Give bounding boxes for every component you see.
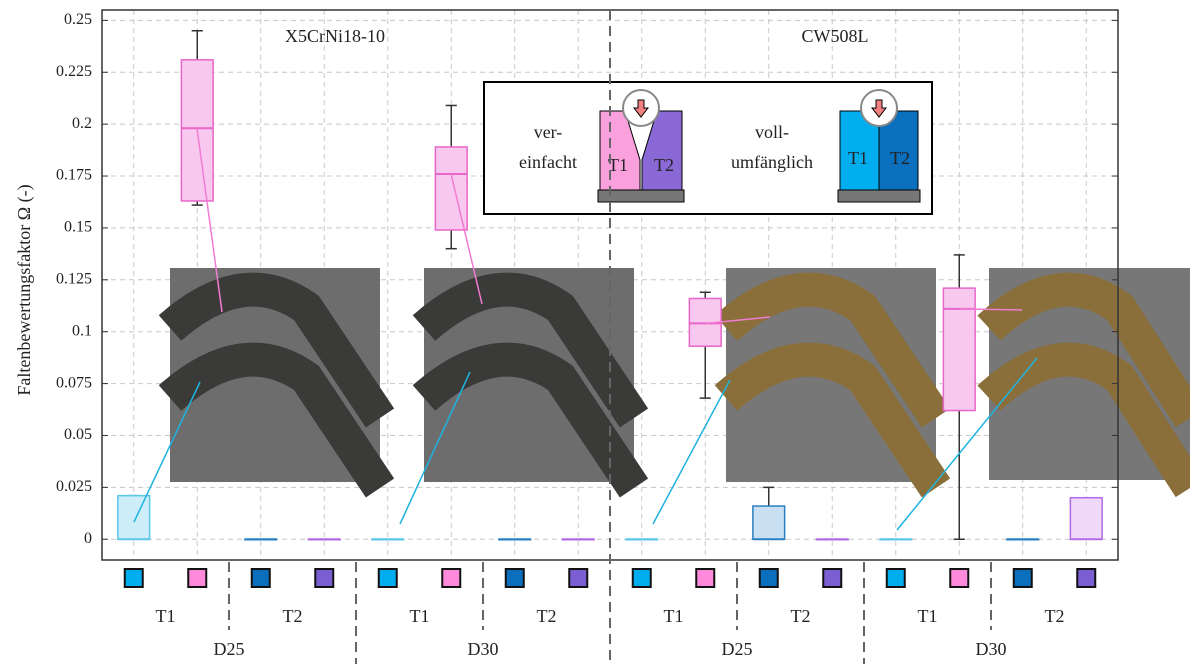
category-marker [569,569,587,587]
category-marker [823,569,841,587]
x-group-label: D25 [214,639,245,659]
y-tick-label: 0.25 [64,11,92,28]
category-marker [315,569,333,587]
inset-shape [838,190,920,202]
category-marker [760,569,778,587]
y-tick-label: 0.05 [64,426,92,443]
box [1070,498,1102,540]
x-group-label: D25 [722,639,753,659]
x-group-label: D30 [468,639,499,659]
y-tick-label: 0.2 [72,115,92,132]
chart: X5CrNi18-10 CW508L Faltenbewertungsfakto… [0,0,1190,664]
x-group-label: T1 [918,606,938,626]
category-marker [696,569,714,587]
inset-text: voll- [755,122,789,142]
x-group-label: T2 [791,606,811,626]
category-marker [125,569,143,587]
y-tick-label: 0.025 [56,478,92,495]
y-tick-label: 0.075 [56,374,92,391]
box [435,147,467,230]
annotation: X5CrNi18-10 [285,26,385,46]
inset-text: T2 [890,148,910,168]
box [118,496,150,540]
category-marker [887,569,905,587]
x-group-label: T1 [410,606,430,626]
inset-text: einfacht [519,152,577,172]
y-tick-label: 0 [84,530,92,547]
category-marker [188,569,206,587]
box [753,506,785,539]
inset-text: umfänglich [731,152,813,172]
y-axis-label: Faltenbewertungsfaktor Ω (-) [14,184,35,395]
inset-text: ver- [534,122,563,142]
y-tick-label: 0.1 [72,322,92,339]
x-group-label: T2 [283,606,303,626]
y-tick-label: 0.125 [56,270,92,287]
box [943,288,975,410]
category-marker [1077,569,1095,587]
inset-text: T1 [848,148,868,168]
inset: ver- einfacht T1 T2 voll- umfänglich T1 … [484,82,932,214]
x-group-label: T1 [156,606,176,626]
leader [653,380,730,524]
photos [170,268,1190,488]
x-group-label: T2 [537,606,557,626]
x-group-label: D30 [976,639,1007,659]
y-tick-label: 0.175 [56,167,92,184]
category-marker [252,569,270,587]
category-marker [1014,569,1032,587]
category-marker [950,569,968,587]
annotation: CW508L [802,26,869,46]
category-marker [506,569,524,587]
y-tick-label: 0.225 [56,63,92,80]
category-marker [633,569,651,587]
x-group-label: T1 [664,606,684,626]
y-tick-label: 0.15 [64,219,92,236]
inset-text: T2 [654,155,674,175]
x-group-label: T2 [1045,606,1065,626]
category-marker [379,569,397,587]
category-marker [442,569,460,587]
